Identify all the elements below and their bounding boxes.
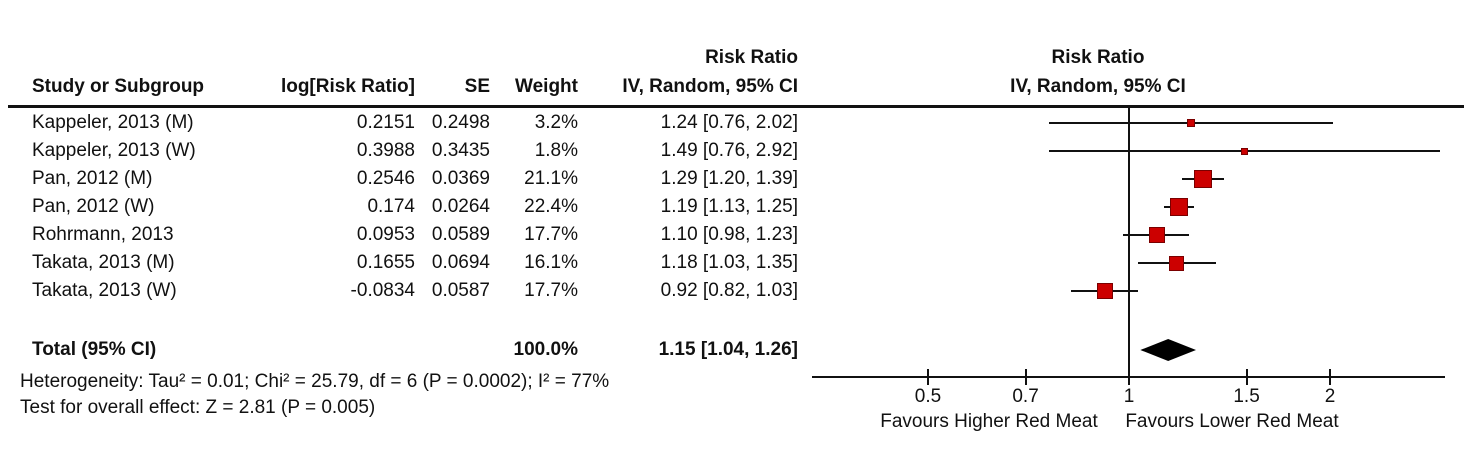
- rr-ci-cell: 1.29 [1.20, 1.39]: [660, 168, 798, 189]
- weight-cell: 16.1%: [524, 252, 578, 273]
- total-row: Total (95% CI) 100.0% 1.15 [1.04, 1.26]: [0, 338, 830, 362]
- se-cell: 0.0369: [431, 168, 490, 189]
- log-rr-cell: 0.2546: [356, 168, 415, 189]
- study-row: Pan, 2012 (W) 0.174 0.0264 22.4% 1.19 [1…: [0, 195, 830, 219]
- axis-tick-label: 1: [1123, 386, 1135, 407]
- axis-tick: [926, 369, 929, 385]
- effect-column-header-line2: IV, Random, 95% CI: [622, 76, 798, 97]
- total-label: Total (95% CI): [32, 339, 157, 360]
- study-row: Pan, 2012 (M) 0.2546 0.0369 21.1% 1.29 […: [0, 167, 830, 191]
- axis-tick-label: 0.5: [914, 386, 942, 407]
- total-weight: 100.0%: [513, 339, 578, 360]
- study-name-cell: Pan, 2012 (M): [32, 168, 153, 189]
- study-name-cell: Pan, 2012 (W): [32, 196, 155, 217]
- axis-tick: [1024, 369, 1027, 385]
- axis-tick: [1245, 369, 1248, 385]
- total-rr-ci: 1.15 [1.04, 1.26]: [658, 339, 798, 360]
- study-name-cell: Kappeler, 2013 (M): [32, 112, 194, 133]
- rr-ci-cell: 0.92 [0.82, 1.03]: [660, 280, 798, 301]
- null-effect-line: [1128, 108, 1130, 379]
- log-rr-cell: 0.174: [367, 196, 415, 217]
- se-cell: 0.0264: [431, 196, 490, 217]
- study-row: Kappeler, 2013 (W) 0.3988 0.3435 1.8% 1.…: [0, 139, 830, 163]
- weight-cell: 17.7%: [524, 224, 578, 245]
- weight-cell: 22.4%: [524, 196, 578, 217]
- effect-marker: [1148, 227, 1165, 243]
- axis-tick-label: 2: [1324, 386, 1336, 407]
- study-name-cell: Kappeler, 2013 (W): [32, 140, 196, 161]
- log-rr-cell: 0.0953: [356, 224, 415, 245]
- effect-marker: [1169, 255, 1185, 271]
- axis-tick-label: 0.7: [1012, 386, 1039, 407]
- study-name-cell: Takata, 2013 (M): [32, 252, 175, 273]
- log-rr-cell: 0.2151: [356, 112, 415, 133]
- rr-ci-cell: 1.24 [0.76, 2.02]: [660, 112, 798, 133]
- weight-cell: 1.8%: [534, 140, 578, 161]
- effect-marker: [1187, 119, 1196, 127]
- plot-header-line1: Risk Ratio: [1051, 47, 1145, 68]
- study-row: Takata, 2013 (M) 0.1655 0.0694 16.1% 1.1…: [0, 251, 830, 275]
- heterogeneity-stats: Heterogeneity: Tau² = 0.01; Chi² = 25.79…: [20, 371, 610, 392]
- axis-tick: [1329, 369, 1331, 385]
- se-cell: 0.0694: [431, 252, 490, 273]
- weight-column-header: Weight: [515, 76, 578, 97]
- study-row: Takata, 2013 (W) -0.0834 0.0587 17.7% 0.…: [0, 279, 830, 303]
- se-column-header: SE: [464, 76, 490, 97]
- effect-marker: [1096, 283, 1113, 299]
- log-rr-cell: 0.3988: [356, 140, 415, 161]
- study-row: Rohrmann, 2013 0.0953 0.0589 17.7% 1.10 …: [0, 223, 830, 247]
- study-name-cell: Takata, 2013 (W): [32, 280, 177, 301]
- effect-marker: [1193, 170, 1212, 188]
- favours-right-label: Favours Lower Red Meat: [1125, 411, 1339, 432]
- axis-tick: [1128, 369, 1130, 385]
- effect-marker: [1170, 198, 1189, 216]
- se-cell: 0.2498: [431, 112, 490, 133]
- effect-column-header-line1: Risk Ratio: [705, 47, 798, 68]
- effect-marker: [1241, 147, 1249, 155]
- favours-left-label: Favours Higher Red Meat: [880, 411, 1098, 432]
- log-rr-cell: 0.1655: [356, 252, 415, 273]
- header-rule: [8, 105, 1464, 108]
- log-rr-cell: -0.0834: [350, 280, 415, 301]
- weight-cell: 3.2%: [534, 112, 578, 133]
- axis-tick-label: 1.5: [1233, 386, 1260, 407]
- rr-ci-cell: 1.10 [0.98, 1.23]: [660, 224, 798, 245]
- plot-header-line2: IV, Random, 95% CI: [1010, 76, 1186, 97]
- rr-ci-cell: 1.49 [0.76, 2.92]: [660, 140, 798, 161]
- pooled-diamond: [1140, 339, 1196, 361]
- log-rr-column-header: log[Risk Ratio]: [280, 76, 415, 97]
- study-column-header: Study or Subgroup: [32, 76, 205, 97]
- weight-cell: 21.1%: [524, 168, 578, 189]
- se-cell: 0.0587: [431, 280, 490, 301]
- se-cell: 0.0589: [431, 224, 490, 245]
- rr-ci-cell: 1.19 [1.13, 1.25]: [660, 196, 798, 217]
- study-row: Kappeler, 2013 (M) 0.2151 0.2498 3.2% 1.…: [0, 111, 830, 135]
- overall-effect-test: Test for overall effect: Z = 2.81 (P = 0…: [20, 397, 376, 418]
- rr-ci-cell: 1.18 [1.03, 1.35]: [660, 252, 798, 273]
- se-cell: 0.3435: [431, 140, 490, 161]
- weight-cell: 17.7%: [524, 280, 578, 301]
- study-name-cell: Rohrmann, 2013: [32, 224, 174, 245]
